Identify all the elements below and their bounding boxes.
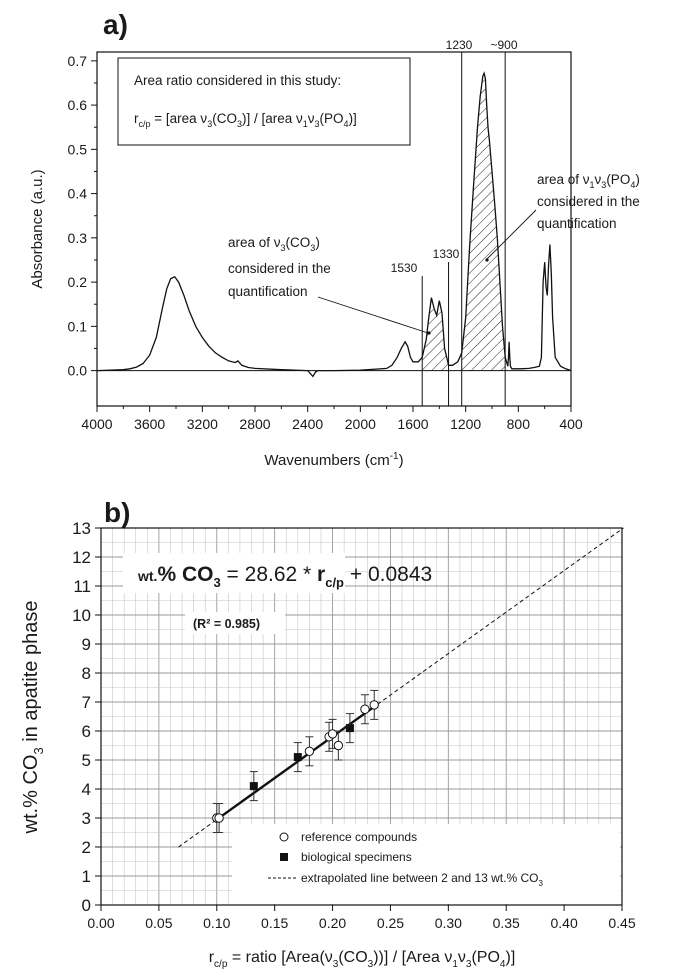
y-tick-label: 4 xyxy=(82,780,91,799)
panel-a-chart: 4000 3600 3200 2800 2400 2000 1600 1200 800 400 0… xyxy=(29,38,640,469)
y-tick-label: 0.6 xyxy=(68,97,88,113)
po4-annotation-line1: area of ν1ν3(PO4) xyxy=(537,172,640,190)
y-tick-label: 0.7 xyxy=(68,53,88,69)
x-tick-label: 0.00 xyxy=(87,915,114,931)
y-tick-label: 6 xyxy=(82,722,91,741)
po4-annotation-pointer xyxy=(486,209,537,260)
po4-annotation-line3: quantification xyxy=(537,216,617,231)
marker-label-1230: 1230 xyxy=(446,38,473,52)
data-point-biological xyxy=(293,753,302,762)
y-tick-label: 0.0 xyxy=(68,363,88,379)
data-point-biological xyxy=(345,724,354,733)
panel-a-y-axis-title: Absorbance (a.u.) xyxy=(29,169,46,288)
x-tick-label: 0.35 xyxy=(493,915,520,931)
x-tick-label: 0.30 xyxy=(435,915,462,931)
equation-background xyxy=(123,553,345,593)
y-tick-label: 0.1 xyxy=(68,318,88,334)
x-tick-label: 2000 xyxy=(345,416,376,432)
data-point-reference xyxy=(360,704,370,714)
x-tick-label: 0.20 xyxy=(319,915,346,931)
y-tick-label: 5 xyxy=(82,751,91,770)
co3-annotation-line3: quantification xyxy=(228,284,308,299)
co3-annotation-line1: area of ν3(CO3) xyxy=(228,235,320,253)
y-tick-label: 9 xyxy=(82,635,91,654)
po4-annotation-dot xyxy=(485,258,489,262)
y-tick-label: 0.3 xyxy=(68,230,88,246)
x-tick-label: 0.25 xyxy=(377,915,404,931)
marker-label-1530: 1530 xyxy=(391,261,418,275)
x-tick-label: 400 xyxy=(559,416,583,432)
regression-equation: wt.% CO3 = 28.62 * rc/p + 0.0843 xyxy=(137,563,432,590)
x-tick-label: 3200 xyxy=(187,416,218,432)
y-tick-label: 1 xyxy=(82,867,91,886)
y-tick-label: 10 xyxy=(72,606,91,625)
marker-label-900: ~900 xyxy=(490,38,517,52)
data-point-reference xyxy=(333,740,344,751)
r2-background xyxy=(185,612,285,634)
data-point-reference xyxy=(304,746,315,756)
panel-b-chart: 0.00 0.05 0.10 0.15 0.20 0.25 0.30 0.35 0.40 0.45… xyxy=(20,519,636,970)
legend-extrap-label: extrapolated line between 2 and 13 wt.% … xyxy=(301,871,543,888)
panel-a-label: a) xyxy=(103,9,128,40)
x-tick-label: 1600 xyxy=(397,416,428,432)
co3-annotation-pointer xyxy=(317,296,429,334)
data-point-reference xyxy=(327,729,338,739)
data-point-reference xyxy=(214,813,224,823)
r-squared-label: (R² = 0.985) xyxy=(193,617,260,631)
y-tick-label: 13 xyxy=(72,519,91,538)
x-tick-label: 0.45 xyxy=(608,915,635,931)
shaded-area-co3 xyxy=(422,297,449,371)
y-tick-label: 0.4 xyxy=(68,186,88,202)
co3-annotation-line2: considered in the xyxy=(228,261,331,276)
panel-b-y-axis-title: wt.% CO3 in apatite phase xyxy=(20,601,46,835)
y-tick-label: 7 xyxy=(82,693,91,712)
y-tick-label: 0.2 xyxy=(68,274,88,290)
legend xyxy=(232,824,620,904)
po4-annotation-line2: considered in the xyxy=(537,194,640,209)
panel-b-frame xyxy=(100,527,623,906)
marker-label-1330: 1330 xyxy=(433,247,460,261)
panel-b-label: b) xyxy=(104,497,130,528)
ratio-definition-box xyxy=(117,57,411,146)
x-tick-label: 4000 xyxy=(81,416,112,432)
y-tick-label: 11 xyxy=(73,577,91,596)
y-tick-label: 12 xyxy=(72,548,91,567)
regression-fit-line xyxy=(216,705,375,821)
y-tick-label: 2 xyxy=(82,838,91,857)
legend-ref-label: reference compounds xyxy=(301,830,417,844)
x-tick-label: 1200 xyxy=(450,416,481,432)
legend-filled-square-icon xyxy=(280,853,288,861)
x-tick-label: 2800 xyxy=(239,416,270,432)
x-tick-label: 2400 xyxy=(292,416,323,432)
x-tick-label: 800 xyxy=(507,416,531,432)
x-tick-label: 3600 xyxy=(134,416,165,432)
x-tick-label: 0.15 xyxy=(261,915,288,931)
x-tick-label: 0.10 xyxy=(203,915,230,931)
panel-b-x-axis-title: rc/p = ratio [Area(ν3(CO3))] / [Area ν1ν… xyxy=(209,949,516,970)
x-tick-label: 0.40 xyxy=(550,915,577,931)
ir-spectrum-line xyxy=(97,71,571,378)
legend-open-circle-icon xyxy=(279,832,289,842)
data-point-biological xyxy=(249,782,258,791)
y-tick-label: 0 xyxy=(82,896,91,915)
ratio-box-equation: rc/p = [area ν3(CO3)] / [area ν1ν3(PO4)] xyxy=(134,111,357,129)
legend-bio-label: biological specimens xyxy=(301,850,412,864)
data-point-reference xyxy=(369,700,379,710)
ratio-box-title: Area ratio considered in this study: xyxy=(134,73,341,88)
y-tick-label: 8 xyxy=(82,664,91,683)
shaded-area-po4 xyxy=(461,73,506,371)
y-tick-label: 3 xyxy=(82,809,91,828)
x-tick-label: 0.05 xyxy=(145,915,172,931)
panel-a-x-axis-title: Wavenumbers (cm-1) xyxy=(264,451,403,469)
y-tick-label: 0.5 xyxy=(68,141,88,157)
co3-annotation-dot xyxy=(427,331,431,335)
